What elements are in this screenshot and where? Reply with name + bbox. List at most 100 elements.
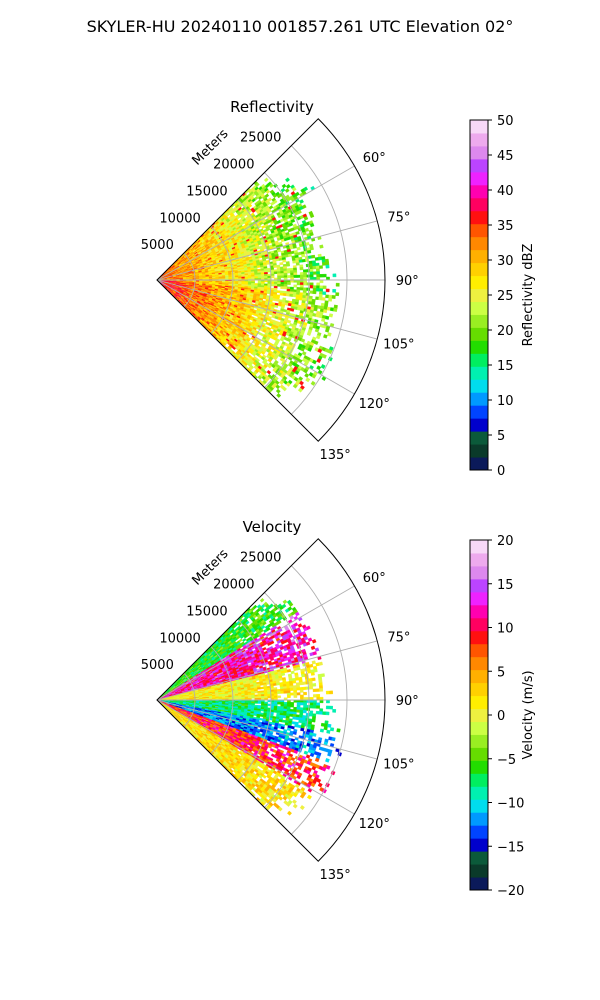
azimuth-tick-label: 105°	[383, 338, 414, 353]
radar-gate	[335, 282, 340, 287]
radar-gate	[323, 309, 328, 314]
radar-gate	[290, 272, 294, 276]
panel-reflectivity: Reflectivity500010000150002000025000Mete…	[141, 98, 536, 479]
radar-gate	[266, 369, 272, 375]
radar-gate	[276, 393, 282, 398]
radar-gate	[314, 328, 320, 333]
colorbar-segment	[470, 158, 488, 173]
colorbar-segment	[470, 249, 488, 264]
colorbar-tick-label: 40	[497, 184, 514, 199]
colorbar-segment	[470, 340, 488, 354]
radar-gate	[312, 263, 317, 267]
colorbar-segment	[470, 392, 488, 406]
radar-gate	[279, 292, 284, 296]
radar-gate	[305, 241, 310, 246]
radar-gate	[280, 273, 285, 276]
radar-gate	[292, 245, 297, 249]
radar-gate	[259, 597, 265, 603]
colorbar-segment	[470, 301, 488, 315]
radar-gate	[280, 282, 285, 285]
radar-gate	[286, 286, 291, 290]
colorbar-tick-label: 50	[497, 114, 514, 129]
radar-gate	[319, 244, 324, 249]
colorbar-segment	[470, 353, 488, 367]
colorbar-tick-label: 20	[497, 324, 514, 339]
radar-gate	[285, 177, 290, 183]
radar-gate	[280, 284, 285, 287]
radar-gate	[292, 260, 297, 264]
radar-gate	[309, 285, 314, 289]
radar-gate	[315, 288, 320, 292]
radar-gate	[301, 253, 306, 258]
radar-gate	[289, 293, 294, 297]
radar-gate	[301, 258, 306, 263]
radar-gate	[282, 293, 287, 297]
colorbar-tick-label: 15	[497, 359, 514, 374]
colorbar-segment	[470, 223, 488, 238]
colorbar-segment	[470, 418, 488, 432]
radar-gate	[324, 315, 330, 320]
colorbar-segment	[470, 132, 488, 147]
colorbar-segment	[470, 262, 488, 277]
radar-gate	[321, 297, 326, 301]
radar-gate	[316, 365, 322, 371]
radar-gate	[261, 275, 265, 279]
radar-gate	[289, 286, 294, 290]
radar-gate	[328, 313, 334, 318]
radar-gate	[308, 260, 313, 265]
radar-gate	[274, 304, 279, 309]
radar-gate	[260, 283, 265, 286]
radial-tick-label: 15000	[186, 184, 227, 199]
radar-gate	[335, 292, 340, 297]
radar-gate	[286, 293, 291, 297]
radar-gate	[306, 287, 311, 291]
colorbar-tick-label: 10	[497, 394, 514, 409]
radar-gate	[286, 270, 291, 274]
radar-gate	[264, 273, 268, 277]
radar-gate	[275, 258, 280, 262]
radar-gate	[325, 294, 330, 299]
radar-gate	[303, 274, 308, 278]
radar-gate	[331, 295, 336, 299]
radar-gate	[309, 274, 314, 278]
radar-panels: Reflectivity500010000150002000025000Mete…	[141, 98, 536, 899]
radar-gate	[256, 265, 261, 268]
radar-gate	[267, 224, 273, 228]
radar-gate	[323, 334, 328, 339]
radar-gate	[325, 264, 330, 269]
colorbar-segment	[470, 275, 488, 290]
radial-tick-label: 5000	[141, 238, 174, 253]
radar-gate	[263, 177, 269, 183]
radar-gate	[277, 275, 282, 279]
radar-gate	[295, 262, 300, 266]
colorbar-tick-label: 30	[497, 254, 514, 269]
radial-tick-label: 10000	[159, 211, 200, 226]
radar-gate	[286, 263, 291, 267]
azimuth-tick-label: 135°	[319, 448, 350, 463]
radar-gate	[304, 372, 310, 378]
colorbar-tick-label: 25	[497, 289, 514, 304]
radar-gate	[332, 273, 337, 278]
radar-gate	[328, 297, 333, 302]
radar-gate	[309, 290, 314, 294]
radar-gate	[286, 268, 291, 272]
radar-gate	[273, 271, 278, 275]
radar-gate	[280, 270, 285, 274]
radar-gate	[309, 213, 315, 219]
radar-gate	[299, 284, 304, 288]
radar-gate	[279, 262, 284, 266]
radar-gate	[282, 259, 287, 263]
radar-gate	[312, 271, 317, 275]
radar-gate	[318, 265, 323, 269]
radar-gate	[297, 209, 302, 215]
radar-gate	[290, 218, 296, 223]
radar-gate	[327, 332, 332, 337]
radar-gate	[322, 273, 327, 278]
radar-gate	[316, 271, 321, 275]
radar-gate	[293, 284, 298, 288]
radar-gate	[286, 288, 291, 292]
radar-gate	[286, 282, 291, 285]
radar-gate	[309, 232, 314, 237]
radar-gate	[318, 256, 323, 261]
